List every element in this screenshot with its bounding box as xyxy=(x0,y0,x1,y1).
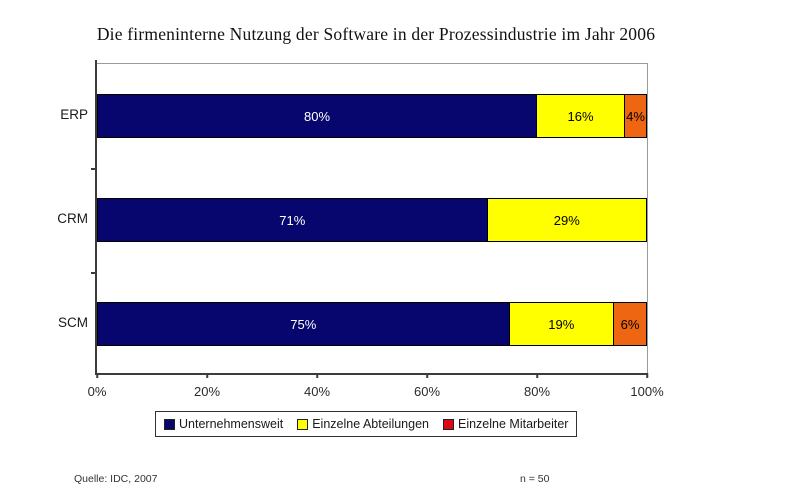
bar-segment: 4% xyxy=(625,94,647,138)
legend: Unternehmensweit Einzelne Abteilungen Einz… xyxy=(155,411,578,437)
sample-size-note: n = 50 xyxy=(520,473,550,485)
x-axis-tick xyxy=(536,373,538,378)
x-axis-tick xyxy=(316,373,318,378)
x-axis-tick xyxy=(206,373,208,378)
bar-segment: 19% xyxy=(509,302,614,346)
category-label: CRM xyxy=(57,211,88,226)
bar-segment: 6% xyxy=(614,302,647,346)
x-axis-tick-label: 40% xyxy=(303,384,331,399)
bar-segment: 80% xyxy=(97,94,537,138)
bar-row: 75% 19% 6% xyxy=(97,302,647,346)
x-axis-tick xyxy=(426,373,428,378)
x-axis-tick-label: 60% xyxy=(413,384,441,399)
legend-label: Einzelne Mitarbeiter xyxy=(457,417,569,431)
category-label: SCM xyxy=(58,315,88,330)
plot-area: 80% 16% 4% 71% 29% 75% 19% 6% 0% 20% 40% 60% 80% 100% xyxy=(88,60,664,399)
legend-swatch xyxy=(297,418,309,430)
legend-label: Unternehmensweit xyxy=(179,417,284,431)
bar-segment: 29% xyxy=(487,198,647,242)
y-axis-extension xyxy=(95,60,97,64)
legend-item: Einzelne Abteilungen xyxy=(297,417,429,431)
x-axis-tick-label: 100% xyxy=(630,384,664,399)
legend-item: Einzelne Mitarbeiter xyxy=(442,417,569,431)
chart-title: Die firmeninterne Nutzung der Software i… xyxy=(96,24,656,44)
legend-swatch xyxy=(164,418,175,430)
x-axis-tick-label: 20% xyxy=(193,384,221,399)
x-axis-tick xyxy=(646,373,648,378)
y-axis-tick xyxy=(91,272,96,274)
bar-segment: 16% xyxy=(537,94,625,138)
bar-row: 71% 29% xyxy=(97,198,647,242)
x-axis-tick-label: 80% xyxy=(523,384,551,399)
source-note: Quelle: IDC, 2007 xyxy=(74,473,158,485)
category-label: ERP xyxy=(60,107,88,122)
legend-item: Unternehmensweit xyxy=(164,417,283,431)
legend-swatch xyxy=(442,418,454,430)
x-axis-tick-label: 0% xyxy=(87,384,107,399)
x-axis-tick xyxy=(96,373,98,378)
legend-label: Einzelne Abteilungen xyxy=(312,417,429,431)
bar-row: 80% 16% 4% xyxy=(97,94,647,138)
bar-segment: 75% xyxy=(97,302,510,346)
y-axis-tick xyxy=(91,168,96,170)
bar-segment: 71% xyxy=(97,198,488,242)
